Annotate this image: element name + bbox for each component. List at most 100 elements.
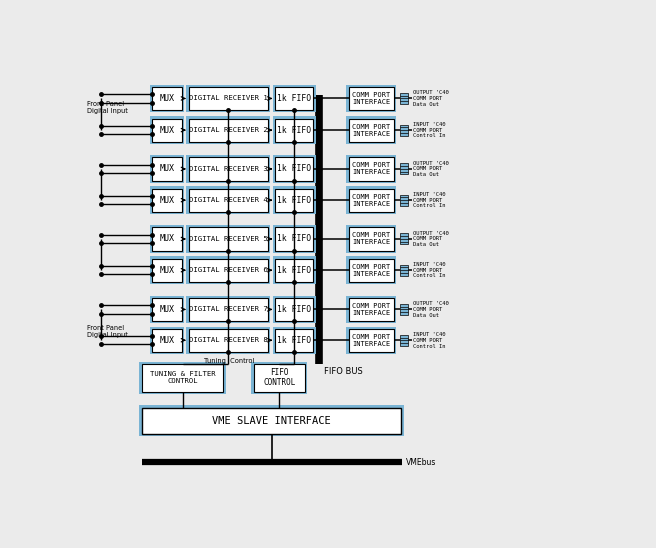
Bar bbox=[254, 364, 304, 391]
Text: 1k FIFO: 1k FIFO bbox=[277, 164, 312, 173]
Bar bbox=[189, 87, 268, 110]
Bar bbox=[346, 225, 396, 253]
Bar bbox=[349, 259, 394, 282]
Text: MUX: MUX bbox=[159, 94, 174, 103]
Bar bbox=[150, 116, 184, 144]
Bar bbox=[276, 259, 314, 282]
Text: DIGITAL RECEIVER 3: DIGITAL RECEIVER 3 bbox=[189, 166, 268, 172]
Bar bbox=[273, 296, 316, 323]
Text: INPUT 'C40
COMM PORT
Control In: INPUT 'C40 COMM PORT Control In bbox=[413, 122, 445, 139]
Bar bbox=[273, 225, 316, 253]
Text: TUNING & FILTER
CONTROL: TUNING & FILTER CONTROL bbox=[150, 372, 215, 384]
Bar bbox=[346, 327, 396, 354]
Bar bbox=[251, 362, 307, 393]
Text: INPUT 'C40
COMM PORT
Control In: INPUT 'C40 COMM PORT Control In bbox=[413, 332, 445, 349]
Bar bbox=[349, 189, 394, 212]
Bar bbox=[400, 233, 408, 244]
Bar bbox=[186, 116, 270, 144]
Bar bbox=[152, 329, 182, 352]
Bar bbox=[349, 227, 394, 250]
Text: 1k FIFO: 1k FIFO bbox=[277, 94, 312, 103]
Text: COMM PORT
INTERFACE: COMM PORT INTERFACE bbox=[352, 303, 390, 316]
Bar bbox=[400, 163, 408, 174]
Bar bbox=[346, 186, 396, 214]
Bar bbox=[139, 405, 404, 436]
Bar bbox=[189, 189, 268, 212]
Bar bbox=[349, 157, 394, 180]
Text: DIGITAL RECEIVER 8: DIGITAL RECEIVER 8 bbox=[189, 337, 268, 343]
Text: OUTPUT 'C40
COMM PORT
Data Out: OUTPUT 'C40 COMM PORT Data Out bbox=[413, 301, 449, 318]
Bar bbox=[276, 87, 314, 110]
Text: DIGITAL RECEIVER 7: DIGITAL RECEIVER 7 bbox=[189, 306, 268, 312]
Bar bbox=[400, 93, 408, 104]
Text: 1k FIFO: 1k FIFO bbox=[277, 125, 312, 135]
Text: MUX: MUX bbox=[159, 125, 174, 135]
Bar bbox=[189, 259, 268, 282]
Bar bbox=[152, 189, 182, 212]
Text: Front Panel
Digital Input: Front Panel Digital Input bbox=[87, 101, 128, 115]
Text: 1k FIFO: 1k FIFO bbox=[277, 336, 312, 345]
Bar bbox=[346, 116, 396, 144]
Bar bbox=[346, 155, 396, 182]
Text: 1k FIFO: 1k FIFO bbox=[277, 266, 312, 275]
Bar bbox=[189, 329, 268, 352]
Text: OUTPUT 'C40
COMM PORT
Data Out: OUTPUT 'C40 COMM PORT Data Out bbox=[413, 161, 449, 177]
Text: Front Panel
Digital Input: Front Panel Digital Input bbox=[87, 325, 128, 338]
Text: OUTPUT 'C40
COMM PORT
Data Out: OUTPUT 'C40 COMM PORT Data Out bbox=[413, 90, 449, 107]
Bar bbox=[273, 116, 316, 144]
Bar bbox=[189, 298, 268, 321]
Bar bbox=[189, 118, 268, 142]
Bar bbox=[142, 408, 401, 433]
Bar bbox=[152, 157, 182, 180]
Bar bbox=[186, 225, 270, 253]
Bar bbox=[150, 186, 184, 214]
Bar bbox=[186, 256, 270, 284]
Text: MUX: MUX bbox=[159, 164, 174, 173]
Text: Tuning  Control: Tuning Control bbox=[204, 358, 255, 364]
Text: COMM PORT
INTERFACE: COMM PORT INTERFACE bbox=[352, 264, 390, 277]
Text: COMM PORT
INTERFACE: COMM PORT INTERFACE bbox=[352, 162, 390, 175]
Text: COMM PORT
INTERFACE: COMM PORT INTERFACE bbox=[352, 334, 390, 347]
Bar bbox=[186, 296, 270, 323]
Text: INPUT 'C40
COMM PORT
Control In: INPUT 'C40 COMM PORT Control In bbox=[413, 192, 445, 208]
Bar bbox=[140, 362, 226, 393]
Bar bbox=[349, 298, 394, 321]
Bar bbox=[142, 364, 223, 391]
Bar bbox=[273, 155, 316, 182]
Bar bbox=[189, 227, 268, 250]
Bar bbox=[152, 87, 182, 110]
Bar bbox=[276, 189, 314, 212]
Bar bbox=[186, 155, 270, 182]
Bar bbox=[346, 256, 396, 284]
Text: COMM PORT
INTERFACE: COMM PORT INTERFACE bbox=[352, 232, 390, 246]
Text: DIGITAL RECEIVER 1: DIGITAL RECEIVER 1 bbox=[189, 95, 268, 101]
Text: MUX: MUX bbox=[159, 196, 174, 204]
Bar bbox=[346, 296, 396, 323]
Bar bbox=[273, 327, 316, 354]
Text: MUX: MUX bbox=[159, 235, 174, 243]
Bar bbox=[152, 298, 182, 321]
Text: COMM PORT
INTERFACE: COMM PORT INTERFACE bbox=[352, 92, 390, 105]
Bar bbox=[276, 298, 314, 321]
Bar bbox=[400, 335, 408, 346]
Bar bbox=[400, 195, 408, 206]
Bar bbox=[276, 118, 314, 142]
Bar bbox=[150, 225, 184, 253]
Bar bbox=[189, 157, 268, 180]
Bar bbox=[273, 186, 316, 214]
Text: 1k FIFO: 1k FIFO bbox=[277, 235, 312, 243]
Bar bbox=[346, 85, 396, 112]
Bar bbox=[273, 256, 316, 284]
Text: MUX: MUX bbox=[159, 266, 174, 275]
Bar bbox=[276, 329, 314, 352]
Bar bbox=[150, 296, 184, 323]
Text: INPUT 'C40
COMM PORT
Control In: INPUT 'C40 COMM PORT Control In bbox=[413, 262, 445, 278]
Bar bbox=[400, 265, 408, 276]
Bar bbox=[273, 85, 316, 112]
Bar bbox=[150, 327, 184, 354]
Bar bbox=[152, 227, 182, 250]
Bar bbox=[150, 85, 184, 112]
Text: DIGITAL RECEIVER 2: DIGITAL RECEIVER 2 bbox=[189, 127, 268, 133]
Bar bbox=[150, 256, 184, 284]
Text: DIGITAL RECEIVER 6: DIGITAL RECEIVER 6 bbox=[189, 267, 268, 273]
